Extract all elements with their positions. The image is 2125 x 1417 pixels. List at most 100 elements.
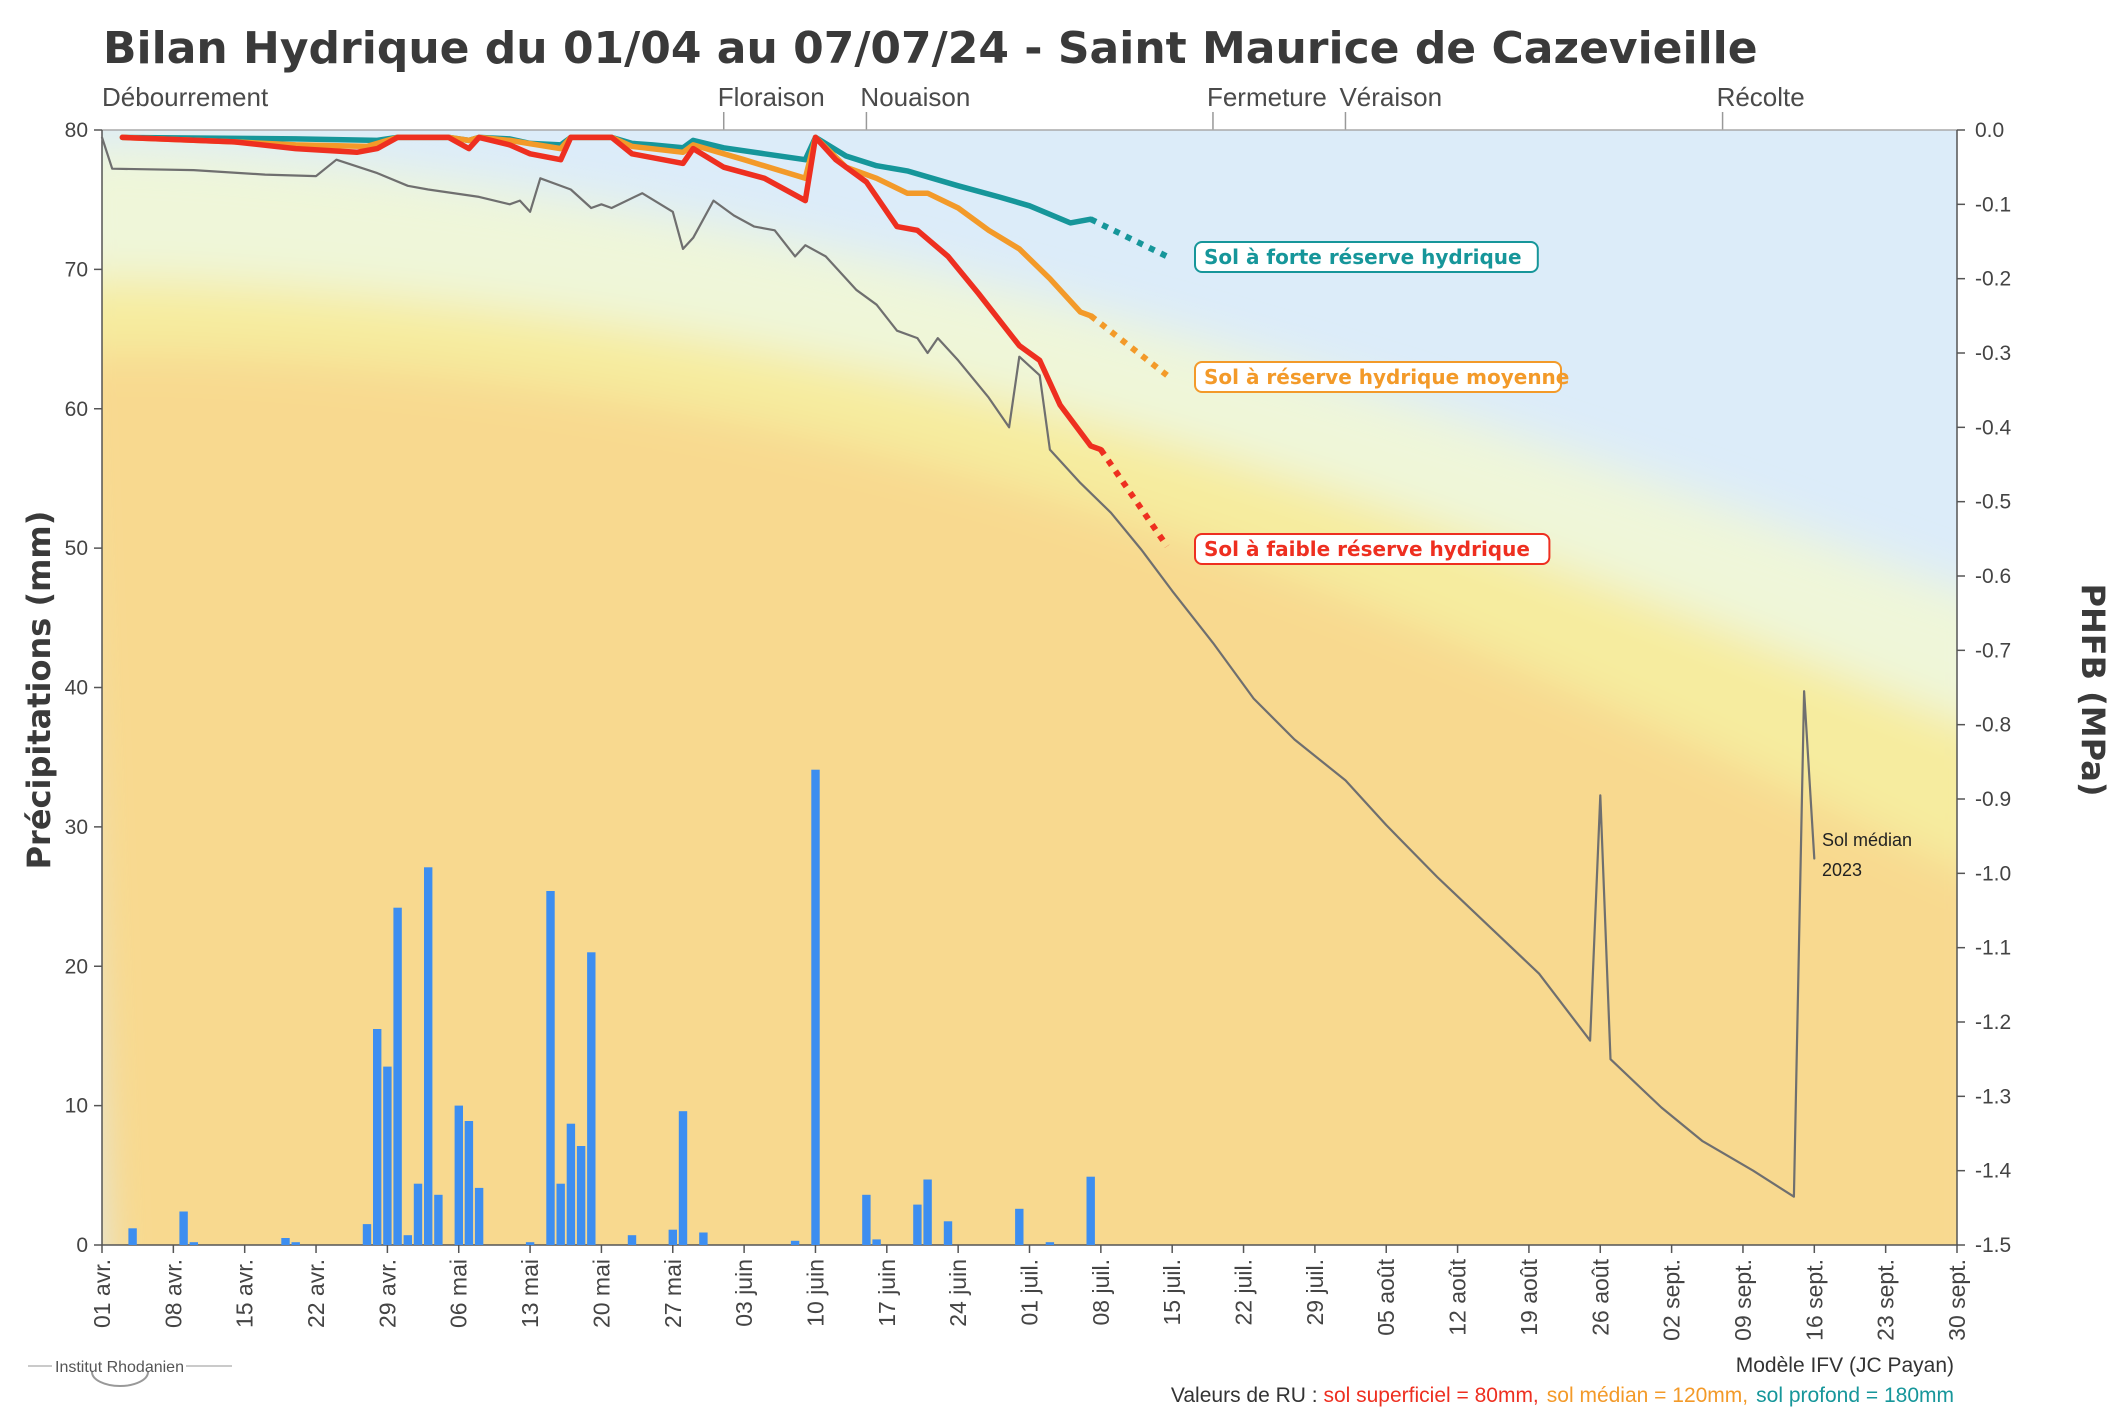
- label-box: [1194, 241, 1539, 273]
- stage-label: Débourrement: [102, 82, 269, 112]
- precip-bar: [281, 1238, 290, 1245]
- precip-bar: [699, 1232, 708, 1245]
- precip-bar: [872, 1239, 881, 1245]
- x-tick-label: 15 avr.: [232, 1259, 258, 1328]
- x-tick-label: 10 juin: [802, 1259, 828, 1327]
- x-tick-label: 19 août: [1516, 1258, 1542, 1335]
- precip-bar: [383, 1066, 392, 1245]
- phenology-stages: Débourrement Floraison Nouaison Fermeture Vé…: [102, 82, 1805, 112]
- left-tick-label: 0: [76, 1234, 88, 1257]
- stage-label: Nouaison: [860, 82, 970, 112]
- left-tick-label: 60: [65, 398, 88, 421]
- x-tick-label: 17 juin: [874, 1259, 900, 1327]
- series-label-0: Sol à forte réserve hydrique: [1194, 241, 1539, 273]
- right-tick-label: -1.0: [1975, 862, 2011, 885]
- x-tick-label: 24 juin: [945, 1259, 971, 1327]
- x-tick-label: 05 août: [1373, 1258, 1399, 1335]
- label-box: [1194, 361, 1562, 393]
- stage-label: Floraison: [718, 82, 825, 112]
- precip-bar: [1015, 1208, 1024, 1245]
- precip-bar: [189, 1242, 198, 1245]
- precip-bar: [923, 1179, 932, 1245]
- right-tick-label: 0.0: [1975, 119, 2004, 142]
- precip-bar: [373, 1029, 382, 1245]
- forecast-dash-0: [1089, 216, 1169, 260]
- right-tick-label: -0.3: [1975, 342, 2011, 365]
- x-axis-ticks: 01 avr. 08 avr. 15 avr. 22 avr. 29 avr. 06 ma…: [89, 1245, 1970, 1341]
- y-right-label: PHFB (MPa): [2074, 584, 2112, 797]
- precip-bar: [546, 891, 555, 1245]
- precip-bar: [1086, 1176, 1095, 1245]
- right-tick-label: -0.9: [1975, 788, 2011, 811]
- x-tick-label: 12 août: [1445, 1258, 1471, 1335]
- right-tick-label: -1.4: [1975, 1160, 2012, 1183]
- precip-bar: [587, 952, 596, 1245]
- right-tick-label: -0.1: [1975, 193, 2011, 216]
- series-label-2: Sol à faible réserve hydrique: [1194, 533, 1551, 565]
- x-tick-label: 29 juil.: [1302, 1259, 1328, 1325]
- ru-values: Valeurs de RU : sol superficiel = 80mm, s…: [1171, 1384, 1954, 1407]
- x-tick-label: 06 mai: [446, 1259, 472, 1328]
- right-tick-label: -1.1: [1975, 937, 2011, 960]
- left-tick-label: 80: [65, 119, 88, 142]
- logo-text: Institut Rhodanien: [55, 1359, 184, 1376]
- ru-orange: sol médian = 120mm,: [1547, 1384, 1748, 1407]
- x-tick-label: 29 avr.: [374, 1259, 400, 1328]
- forecast-dash-1: [1088, 313, 1169, 378]
- label-box: [1194, 533, 1551, 565]
- precip-bar: [434, 1194, 443, 1245]
- x-tick-label: 22 juil.: [1231, 1259, 1257, 1325]
- right-tick-label: -0.7: [1975, 639, 2011, 662]
- precip-bar: [566, 1123, 576, 1245]
- stage-gridlines: [102, 112, 1957, 131]
- left-tick-label: 40: [65, 677, 88, 700]
- line-sol-median-2023: [100, 136, 1816, 1198]
- precip-bar: [424, 867, 433, 1245]
- left-tick-label: 70: [65, 258, 88, 281]
- series-labels: Sol à forte réserve hydrique Sol à réserv…: [1194, 241, 1569, 565]
- right-tick-label: -1.5: [1975, 1234, 2011, 1257]
- precip-bar: [862, 1194, 871, 1245]
- x-tick-label: 22 avr.: [303, 1259, 329, 1328]
- precip-bar: [811, 769, 820, 1245]
- right-tick-label: -0.8: [1975, 714, 2011, 737]
- right-tick-label: -0.6: [1975, 565, 2011, 588]
- right-tick-label: -1.3: [1975, 1085, 2011, 1108]
- right-tick-label: -1.2: [1975, 1011, 2011, 1034]
- precip-bar: [668, 1229, 677, 1245]
- right-tick-label: -0.4: [1975, 416, 2012, 439]
- label-text: Sol à faible réserve hydrique: [1204, 537, 1530, 561]
- stage-label: Récolte: [1717, 82, 1805, 112]
- institut-logo: Institut Rhodanien: [28, 1359, 232, 1387]
- right-tick-label: -0.5: [1975, 491, 2011, 514]
- x-tick-label: 02 sept.: [1659, 1259, 1685, 1341]
- model-credit: Modèle IFV (JC Payan): [1736, 1354, 1954, 1377]
- precip-bar: [678, 1111, 688, 1245]
- stage-label: Fermeture: [1207, 82, 1327, 112]
- right-axis-ticks: 0.0 -0.1 -0.2 -0.3 -0.4 -0.5 -0.6 -0.7 -0.8 -0.9 -…: [1957, 119, 2012, 1257]
- x-tick-label: 15 juil.: [1159, 1259, 1185, 1325]
- precip-bar: [291, 1242, 300, 1245]
- ru-red: sol superficiel = 80mm,: [1323, 1384, 1538, 1407]
- x-tick-label: 27 mai: [660, 1259, 686, 1328]
- precip-bar: [1045, 1242, 1055, 1245]
- stage-label: Véraison: [1339, 82, 1442, 112]
- precip-bar: [790, 1240, 800, 1245]
- precip-bar: [362, 1224, 372, 1245]
- x-tick-label: 20 mai: [588, 1259, 614, 1328]
- series-label-1: Sol à réserve hydrique moyenne: [1194, 361, 1569, 393]
- line-2: [119, 134, 1104, 453]
- left-axis-ticks: 0 10 20 30 40 50 60 70 80: [65, 119, 102, 1257]
- ru-teal: sol profond = 180mm: [1756, 1384, 1954, 1407]
- left-tick-label: 10: [65, 1095, 88, 1118]
- precip-bar: [913, 1204, 922, 1245]
- x-tick-label: 01 avr.: [89, 1259, 115, 1328]
- y-left-label: Précipitations (mm): [20, 511, 58, 870]
- x-tick-label: 08 juil.: [1088, 1259, 1114, 1325]
- precip-bar: [556, 1183, 565, 1245]
- water-potential-lines: [100, 134, 1816, 1198]
- chart-title: Bilan Hydrique du 01/04 au 07/07/24 - Sa…: [103, 23, 1758, 74]
- x-tick-label: 16 sept.: [1801, 1259, 1827, 1341]
- left-tick-label: 30: [65, 816, 88, 839]
